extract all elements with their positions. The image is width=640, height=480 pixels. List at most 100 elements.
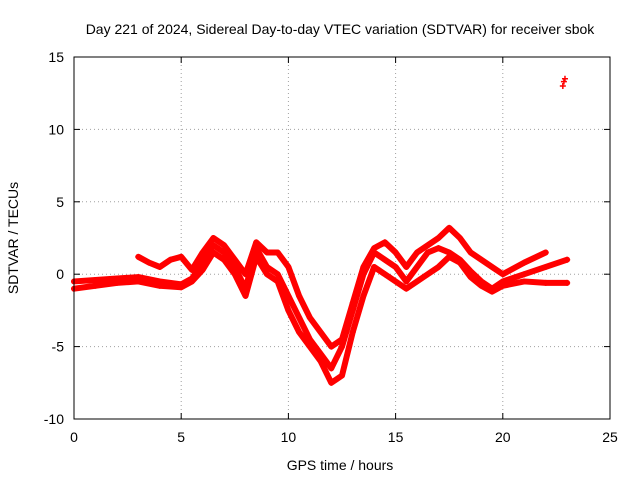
data-point (424, 242, 431, 249)
y-tick-label: 0 (56, 266, 64, 282)
data-point (296, 314, 303, 321)
data-point (92, 282, 99, 289)
data-point (178, 253, 185, 260)
data-point (446, 224, 453, 231)
data-marks (71, 75, 571, 386)
data-point (199, 249, 206, 256)
data-point (231, 271, 238, 278)
data-point (263, 271, 270, 278)
data-point (542, 279, 549, 286)
data-point (424, 271, 431, 278)
data-point (403, 263, 410, 270)
data-point (542, 249, 549, 256)
data-point (274, 278, 281, 285)
data-point (306, 314, 313, 321)
series-outlier (559, 75, 568, 89)
data-point (478, 282, 485, 289)
data-point (349, 300, 356, 307)
data-point (424, 249, 431, 256)
data-point (339, 372, 345, 379)
data-point (231, 256, 238, 263)
data-point (306, 343, 313, 350)
data-point (392, 263, 399, 270)
data-point (435, 263, 442, 270)
data-point (360, 263, 367, 270)
plot-frame (73, 56, 611, 420)
data-point (317, 358, 324, 365)
data-point (392, 278, 399, 285)
data-point (156, 282, 163, 289)
data-point (403, 278, 410, 285)
data-point (403, 285, 410, 292)
data-point (381, 239, 388, 246)
x-tick-label: 0 (70, 429, 78, 445)
data-point (489, 263, 496, 270)
data-point (274, 249, 281, 256)
data-point (392, 249, 399, 256)
data-point (349, 329, 356, 336)
data-point (296, 292, 303, 299)
data-point (135, 253, 142, 260)
axis-ticks: 0 5 10 15 20 25 -10 -5 0 5 10 15 (44, 49, 618, 445)
data-point (414, 249, 421, 256)
data-point (371, 263, 378, 270)
data-point (521, 259, 528, 266)
x-tick-label: 25 (602, 429, 618, 445)
y-tick-label: 5 (56, 194, 64, 210)
x-tick-label: 20 (495, 429, 511, 445)
data-point (221, 256, 228, 263)
data-point (146, 259, 153, 266)
data-point (499, 282, 506, 289)
data-point (242, 271, 249, 278)
data-point (113, 279, 120, 286)
data-point (263, 249, 270, 256)
data-point (435, 235, 442, 241)
data-point (435, 245, 442, 252)
data-point (456, 235, 463, 241)
series-track-2 (71, 249, 571, 386)
data-point (371, 245, 378, 252)
y-tick-label: 10 (48, 121, 64, 137)
data-point (210, 249, 217, 256)
chart-title: Day 221 of 2024, Sidereal Day-to-day VTE… (86, 21, 596, 37)
data-point (274, 271, 281, 278)
data-point (328, 343, 335, 350)
data-point (317, 329, 324, 336)
y-tick-label: -5 (52, 339, 65, 355)
data-point (478, 256, 485, 263)
data-point (489, 288, 496, 295)
data-point (414, 278, 421, 285)
data-point (221, 242, 228, 249)
x-tick-label: 15 (388, 429, 404, 445)
data-point (167, 256, 174, 263)
series-track-3 (135, 224, 549, 350)
data-point (446, 253, 453, 260)
y-tick-label: 15 (48, 49, 64, 65)
data-point (456, 259, 463, 266)
data-point (339, 343, 345, 350)
data-point (285, 292, 292, 299)
data-point (188, 266, 195, 273)
data-point (564, 256, 571, 263)
data-point (199, 266, 206, 273)
data-point (559, 82, 566, 89)
data-point (178, 284, 185, 291)
x-tick-label: 5 (177, 429, 185, 445)
data-point (296, 329, 303, 336)
data-point (467, 274, 474, 281)
data-point (156, 263, 163, 270)
data-point (521, 278, 528, 285)
data-point (561, 75, 568, 82)
data-point (381, 256, 388, 263)
y-tick-label: -10 (44, 411, 64, 427)
data-point (542, 263, 549, 270)
data-point (285, 307, 292, 314)
data-point (188, 278, 195, 285)
x-tick-label: 10 (281, 429, 297, 445)
data-point (560, 78, 567, 85)
data-point (521, 271, 528, 278)
data-point (242, 292, 249, 299)
data-point (414, 263, 421, 270)
data-point (564, 279, 571, 286)
